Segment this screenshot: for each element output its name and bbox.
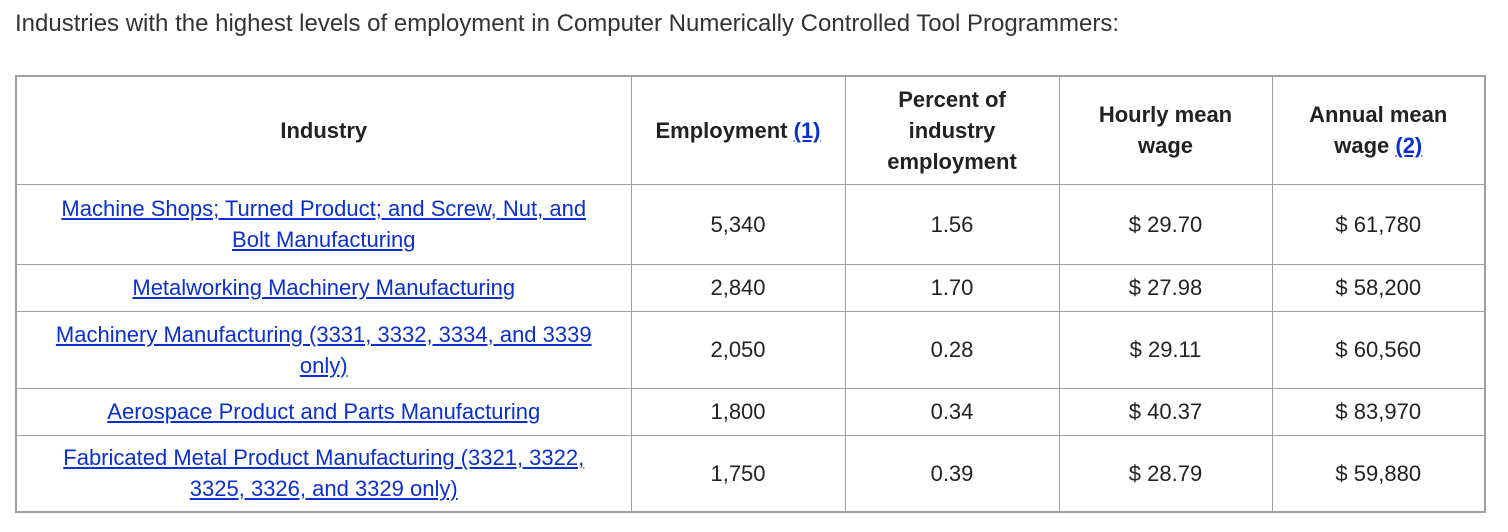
industry-link[interactable]: Fabricated Metal Product Manufacturing (… — [63, 445, 585, 502]
industry-link[interactable]: Machinery Manufacturing (3331, 3332, 333… — [55, 321, 592, 378]
value-cell: $ 61,780 — [1271, 183, 1486, 265]
value-cell: $ 29.11 — [1058, 310, 1273, 389]
value-cell: $ 40.37 — [1058, 387, 1273, 436]
value-cell: 2,050 — [630, 310, 846, 389]
table-cell: Machinery Manufacturing (3331, 3332, 333… — [15, 310, 632, 389]
industry-link[interactable]: Aerospace Product and Parts Manufacturin… — [107, 399, 541, 424]
industry-link[interactable]: Metalworking Machinery Manufacturing — [132, 275, 516, 300]
industry-link[interactable]: Machine Shops; Turned Product; and Screw… — [61, 196, 587, 252]
header-cell: Percent of industry employment — [844, 75, 1060, 185]
value-cell: $ 60,560 — [1271, 310, 1486, 389]
industry-table: Industry Employment (1) Percent of indus… — [15, 75, 1486, 513]
table-row: Aerospace Product and Parts Manufacturin… — [15, 387, 1486, 436]
value-cell: $ 28.79 — [1058, 434, 1273, 513]
value-cell: 1.56 — [844, 183, 1060, 265]
header-cell: Industry — [15, 75, 632, 185]
header-row: Industry Employment (1) Percent of indus… — [15, 75, 1486, 185]
header-cell: Annual mean wage (2) — [1271, 75, 1486, 185]
table-row: Machine Shops; Turned Product; and Screw… — [15, 183, 1486, 265]
header-text: Annual mean wage — [1309, 102, 1448, 159]
value-cell: 5,340 — [630, 183, 846, 265]
value-cell: $ 29.70 — [1058, 183, 1273, 265]
value-cell: $ 59,880 — [1271, 434, 1486, 513]
value-cell: 1,800 — [630, 387, 846, 436]
header-text: Industry — [280, 117, 368, 143]
value-cell: $ 83,970 — [1271, 387, 1486, 436]
table-row: Machinery Manufacturing (3331, 3332, 333… — [15, 310, 1486, 389]
table-cell: Metalworking Machinery Manufacturing — [15, 263, 632, 312]
value-cell: 0.28 — [844, 310, 1060, 389]
page-title: Industries with the highest levels of em… — [15, 10, 1120, 37]
footnote-link[interactable]: (2) — [1395, 133, 1423, 159]
header-text: Employment — [655, 117, 788, 143]
table-row: Metalworking Machinery Manufacturing 2,84… — [15, 263, 1486, 312]
table-row: Fabricated Metal Product Manufacturing (… — [15, 434, 1486, 513]
header-cell: Hourly mean wage — [1058, 75, 1273, 185]
value-cell: 0.34 — [844, 387, 1060, 436]
table-cell: Aerospace Product and Parts Manufacturin… — [15, 387, 632, 436]
value-cell: 2,840 — [630, 263, 846, 312]
footnote-link[interactable]: (1) — [793, 117, 821, 143]
value-cell: $ 58,200 — [1271, 263, 1486, 312]
header-text: Percent of industry employment — [887, 86, 1017, 174]
header-text: Hourly mean wage — [1098, 102, 1233, 159]
header-cell: Employment (1) — [630, 75, 846, 185]
table-cell: Machine Shops; Turned Product; and Screw… — [15, 183, 632, 265]
value-cell: 1,750 — [630, 434, 846, 513]
table-cell: Fabricated Metal Product Manufacturing (… — [15, 434, 632, 513]
table-body: Machine Shops; Turned Product; and Screw… — [15, 183, 1486, 513]
value-cell: $ 27.98 — [1058, 263, 1273, 312]
value-cell: 0.39 — [844, 434, 1060, 513]
value-cell: 1.70 — [844, 263, 1060, 312]
